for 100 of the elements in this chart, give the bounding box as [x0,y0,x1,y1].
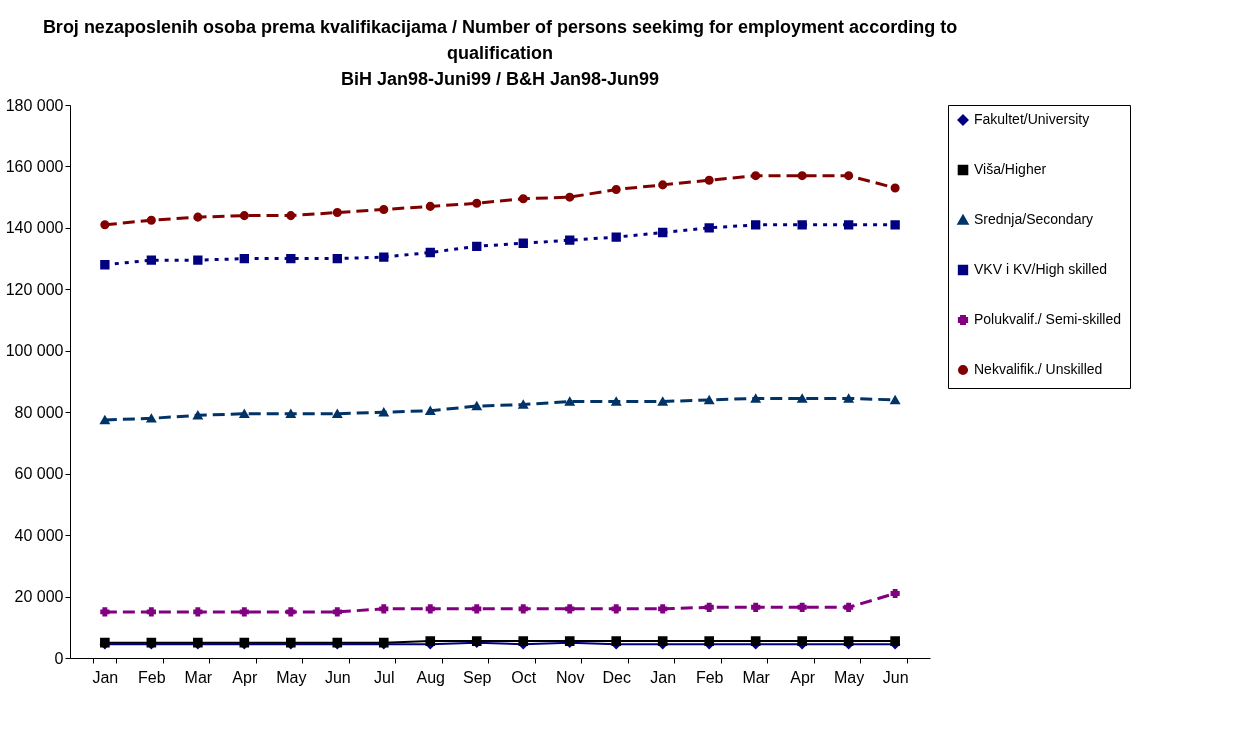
point [611,397,621,406]
x-tick-label: Feb [695,668,724,686]
point [472,241,482,251]
chart-title: Broj nezaposlenih osoba prema kvalifikacijama / Number of persons seekimg for employment according to qualification [41,16,959,65]
y-tick-label: 180 000 [5,96,64,114]
x-tick-label: Mar [184,668,213,686]
point [890,588,900,599]
legend-label: VKV i KV/High skilled [974,261,1108,277]
point [518,238,528,248]
point [890,183,900,193]
x-tick-label: Nov [556,668,585,686]
point [565,604,575,614]
point [704,602,714,612]
x-tick-label: Dec [602,668,631,686]
point [332,607,342,617]
point [564,397,575,406]
point [472,198,482,208]
y-tick-label: 20 000 [14,588,64,606]
legend-label: Srednja/Secondary [974,211,1094,227]
point [751,171,761,181]
point [193,607,203,617]
y-tick-label: 140 000 [5,219,64,237]
point [658,227,668,238]
point [332,208,342,218]
point [844,602,854,612]
point [750,636,761,646]
point [890,220,900,230]
y-tick-label: 100 000 [5,342,64,360]
legend-label: Nekvalifik./ Unskilled [974,361,1103,377]
point [425,636,436,646]
point [425,604,435,614]
point [565,192,575,202]
point [843,220,854,230]
y-tick-label: 120 000 [5,280,64,298]
point [704,175,714,185]
legend-label: Viša/Higher [974,161,1047,177]
point [379,407,389,417]
point [146,607,156,617]
point [704,636,714,646]
x-tick-label: Jul [374,668,395,686]
point [193,411,203,420]
point [611,636,622,646]
point [518,636,529,646]
point [611,232,621,242]
x-tick-label: Aug [416,668,445,686]
point [425,247,435,258]
point [379,252,389,262]
x-tick-label: Jun [882,668,909,686]
x-tick-label: Oct [511,668,537,686]
x-tick-label: May [834,668,865,686]
point [751,220,761,230]
point [146,215,156,225]
point [286,253,296,264]
point [239,607,249,617]
legend-label: Polukvalif./ Semi-skilled [974,311,1122,327]
point [797,636,807,646]
point [239,211,249,221]
point [518,400,528,409]
point [658,180,668,190]
y-tick-label: 0 [54,649,64,667]
point [472,401,482,411]
point [657,397,668,406]
x-tick-label: Mar [742,668,771,686]
x-tick-label: Apr [232,668,258,686]
point [797,171,807,181]
point [379,604,389,614]
legend-label: Fakultet/University [974,111,1090,127]
point [193,255,203,265]
point [797,220,807,230]
point [425,201,435,211]
y-tick-label: 40 000 [14,526,64,544]
point [565,235,575,245]
point [146,255,157,265]
point [890,395,900,405]
point [843,636,854,646]
point [797,394,807,403]
x-tick-label: Feb [138,668,166,686]
point [286,607,296,617]
point [611,184,621,195]
chart-subtitle: BiH Jan98-Juni99 / B&H Jan98-Jun99 [339,68,661,91]
point [239,409,250,418]
point [193,212,203,222]
point [100,260,110,270]
point [844,171,854,181]
point [657,636,668,646]
point [332,253,342,264]
point [890,636,900,646]
x-tick-label: Jun [324,668,351,686]
x-tick-label: Jan [92,668,119,686]
point [286,409,296,418]
y-tick-label: 80 000 [14,403,64,421]
point [658,604,668,614]
point [332,409,343,418]
point [100,415,110,425]
point [518,604,528,614]
y-tick-label: 60 000 [14,465,64,483]
x-tick-label: Apr [790,668,816,686]
point [379,204,389,214]
x-tick-label: May [276,668,307,686]
point [472,604,482,614]
